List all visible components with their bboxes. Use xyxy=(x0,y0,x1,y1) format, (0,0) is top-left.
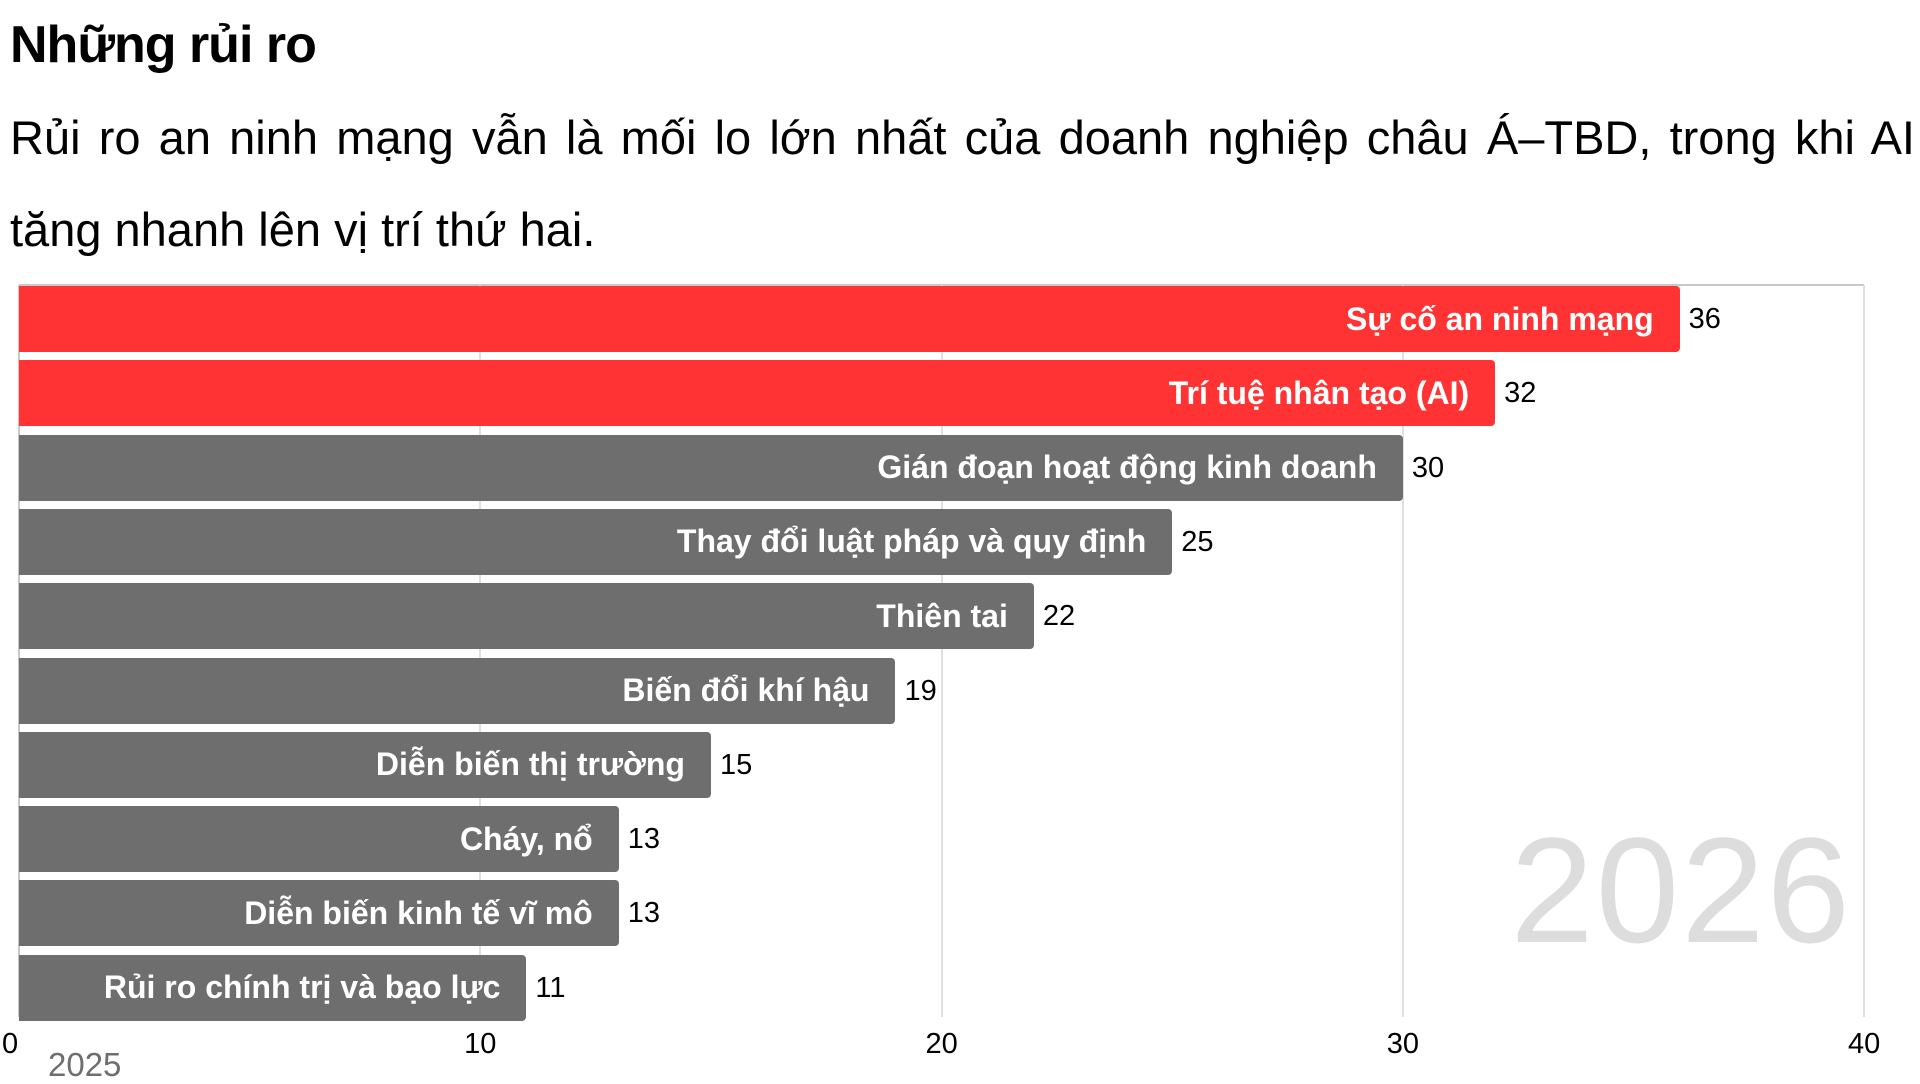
bar-row: Diễn biến kinh tế vĩ mô xyxy=(19,880,619,947)
timeline-start-year: 2025 xyxy=(48,1046,122,1083)
bar-category-label: Diễn biến kinh tế vĩ mô xyxy=(244,894,593,931)
bar-row: Sự cố an ninh mạng xyxy=(19,286,1680,352)
bar-row: Trí tuệ nhân tạo (AI) xyxy=(19,360,1496,427)
bar-value-label: 11 xyxy=(535,971,566,1004)
bar-value-label: 30 xyxy=(1411,451,1445,484)
x-tick-label: 20 xyxy=(925,1028,958,1060)
bar-value-label: 15 xyxy=(719,748,753,781)
current-year-watermark: 2026 xyxy=(1510,806,1852,974)
chart-title: Những rủi ro xyxy=(10,16,317,74)
x-tick-label: 30 xyxy=(1386,1028,1420,1060)
bar-value-label: 36 xyxy=(1688,303,1721,335)
bar-value-label: 13 xyxy=(627,897,660,930)
bar-row: Gián đoạn hoạt động kinh doanh xyxy=(19,434,1403,501)
bar-category-label: Trí tuệ nhân tạo (AI) xyxy=(1168,374,1470,411)
bar-category-label: Biến đổi khí hậu xyxy=(622,672,870,708)
bar-category-label: Thay đổi luật pháp và quy định xyxy=(676,523,1147,560)
bar-value-label: 19 xyxy=(904,674,937,707)
chart-subtitle: Rủi ro an ninh mạng vẫn là mối lo lớn nh… xyxy=(10,111,1915,256)
bar-category-label: Sự cố an ninh mạng xyxy=(1346,300,1654,337)
bar-row: Diễn biến thị trường xyxy=(19,731,711,798)
bar-category-label: Diễn biến thị trường xyxy=(375,746,685,783)
bar-row: Thay đổi luật pháp và quy định xyxy=(19,508,1173,575)
bar-value-label: 13 xyxy=(627,823,660,856)
bar-value-label: 25 xyxy=(1181,525,1214,558)
bar-row: Biến đổi khí hậu xyxy=(19,657,896,724)
x-tick-label: 10 xyxy=(464,1028,497,1060)
bar-category-label: Thiên tai xyxy=(876,597,1008,634)
gridline-0 xyxy=(18,285,20,1017)
gridline-10 xyxy=(479,285,482,1017)
bar-category-label: Rủi ro chính trị và bạo lực xyxy=(103,969,501,1006)
x-tick-label: 40 xyxy=(1848,1028,1881,1060)
gridline-20 xyxy=(940,285,943,1017)
bar-row: Thiên tai xyxy=(19,583,1034,650)
bar-value-label: 32 xyxy=(1504,377,1537,410)
x-tick-label: 0 xyxy=(2,1028,19,1060)
bar-category-label: Gián đoạn hoạt động kinh doanh xyxy=(877,449,1377,486)
bar-value-label: 22 xyxy=(1042,600,1076,633)
gridline-30 xyxy=(1401,285,1404,1017)
bar-category-label: Cháy, nổ xyxy=(459,820,593,857)
bar-row: Rủi ro chính trị và bạo lực xyxy=(19,954,527,1021)
bar-row: Cháy, nổ xyxy=(19,806,619,873)
gridline-40 xyxy=(1863,285,1866,1017)
